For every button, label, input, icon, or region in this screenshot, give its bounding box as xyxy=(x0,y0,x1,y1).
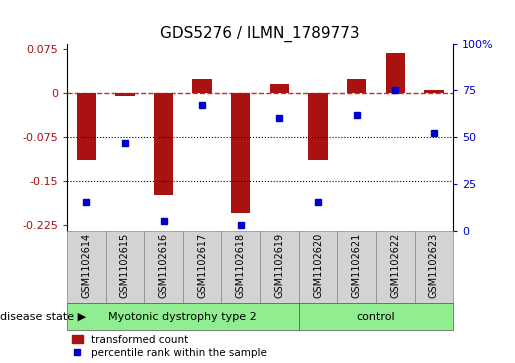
Text: GSM1102623: GSM1102623 xyxy=(429,233,439,298)
Text: GSM1102618: GSM1102618 xyxy=(236,233,246,298)
Bar xyxy=(347,79,366,93)
Text: GSM1102621: GSM1102621 xyxy=(352,233,362,298)
Text: control: control xyxy=(356,312,396,322)
Bar xyxy=(106,231,144,303)
Bar xyxy=(415,231,453,303)
Bar xyxy=(299,303,453,330)
Bar xyxy=(144,231,183,303)
Bar xyxy=(299,231,337,303)
Bar xyxy=(424,90,443,93)
Text: GSM1102616: GSM1102616 xyxy=(159,233,168,298)
Bar xyxy=(115,93,134,96)
Text: GSM1102614: GSM1102614 xyxy=(81,233,91,298)
Bar xyxy=(183,231,221,303)
Legend: transformed count, percentile rank within the sample: transformed count, percentile rank withi… xyxy=(72,335,267,358)
Title: GDS5276 / ILMN_1789773: GDS5276 / ILMN_1789773 xyxy=(160,26,360,42)
Bar xyxy=(308,93,328,160)
Bar xyxy=(260,231,299,303)
Bar xyxy=(221,231,260,303)
Text: GSM1102617: GSM1102617 xyxy=(197,233,207,298)
Text: GSM1102619: GSM1102619 xyxy=(274,233,284,298)
Bar xyxy=(270,85,289,93)
Text: GSM1102620: GSM1102620 xyxy=(313,233,323,298)
Bar xyxy=(231,93,250,213)
Bar xyxy=(77,93,96,160)
Text: Myotonic dystrophy type 2: Myotonic dystrophy type 2 xyxy=(109,312,257,322)
Bar xyxy=(376,231,415,303)
Bar xyxy=(337,231,376,303)
Text: disease state ▶: disease state ▶ xyxy=(0,312,86,322)
Bar xyxy=(193,79,212,93)
Bar xyxy=(67,303,299,330)
Bar xyxy=(67,231,106,303)
Text: GSM1102615: GSM1102615 xyxy=(120,233,130,298)
Bar xyxy=(154,93,173,195)
Text: GSM1102622: GSM1102622 xyxy=(390,233,400,298)
Bar xyxy=(386,53,405,93)
